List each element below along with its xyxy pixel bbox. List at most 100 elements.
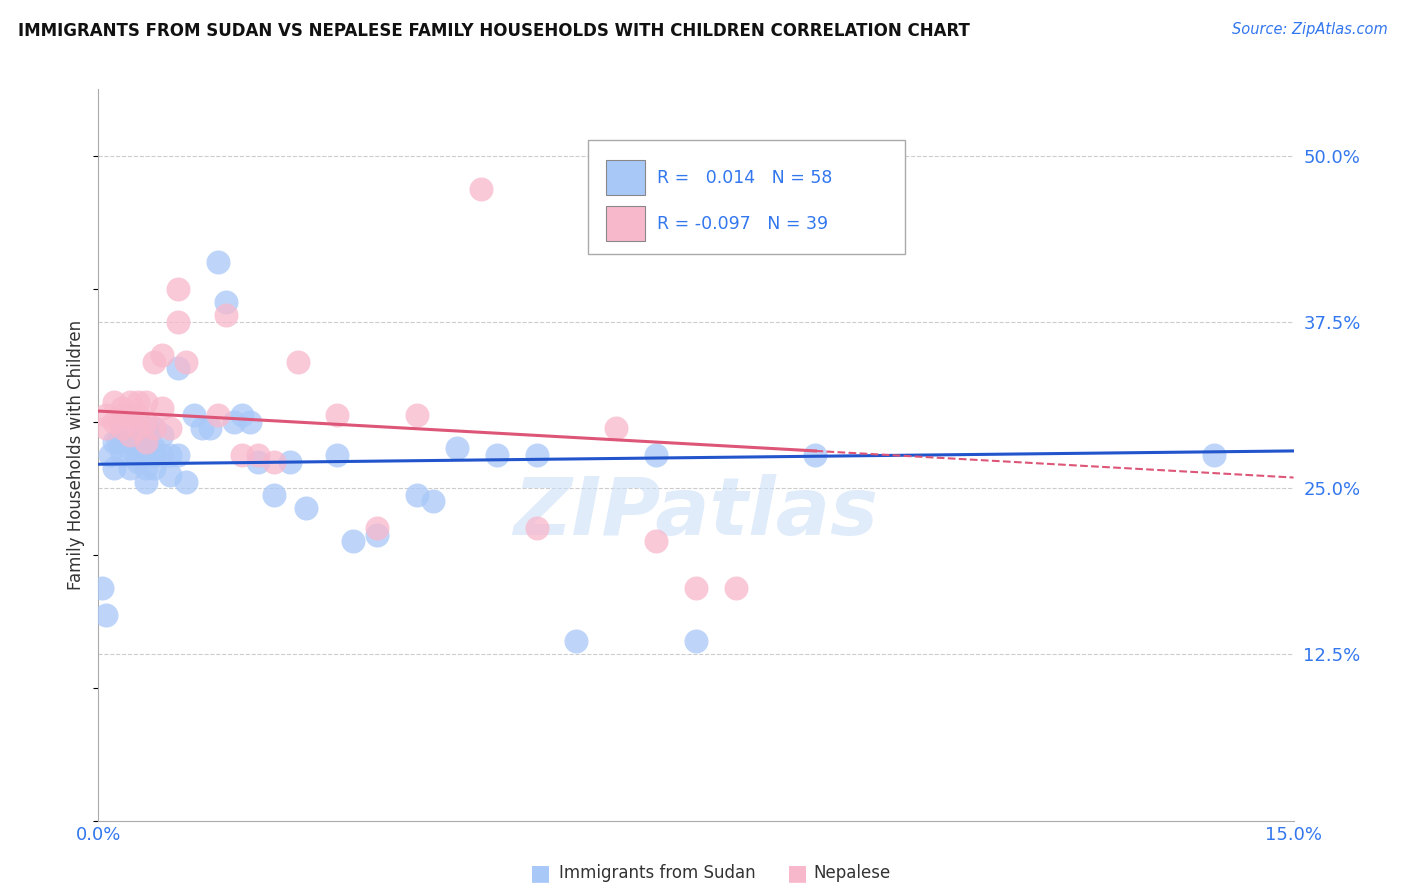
Point bbox=[183, 408, 205, 422]
Point bbox=[135, 415, 157, 429]
Point bbox=[446, 442, 468, 456]
Point bbox=[215, 308, 238, 322]
Point bbox=[159, 448, 181, 462]
Point bbox=[263, 488, 285, 502]
Point bbox=[150, 401, 173, 416]
Point bbox=[685, 581, 707, 595]
Point bbox=[91, 581, 114, 595]
Point bbox=[159, 421, 181, 435]
Point bbox=[159, 467, 181, 482]
Point bbox=[263, 454, 285, 468]
Point bbox=[120, 428, 142, 442]
Point bbox=[135, 448, 157, 462]
Point bbox=[191, 421, 214, 435]
Point bbox=[96, 408, 118, 422]
Point bbox=[143, 421, 166, 435]
Point bbox=[167, 448, 190, 462]
Point bbox=[685, 634, 707, 648]
Point bbox=[422, 494, 444, 508]
Point bbox=[406, 488, 429, 502]
Point bbox=[326, 448, 349, 462]
Point bbox=[111, 421, 134, 435]
Text: Source: ZipAtlas.com: Source: ZipAtlas.com bbox=[1232, 22, 1388, 37]
Point bbox=[342, 534, 364, 549]
Point bbox=[326, 408, 349, 422]
Point bbox=[207, 255, 229, 269]
Point bbox=[111, 408, 134, 422]
Point bbox=[231, 448, 253, 462]
Point bbox=[366, 521, 388, 535]
Text: ZIPatlas: ZIPatlas bbox=[513, 475, 879, 552]
Point bbox=[103, 394, 125, 409]
Point bbox=[804, 448, 827, 462]
Text: R = -0.097   N = 39: R = -0.097 N = 39 bbox=[657, 215, 828, 233]
Point bbox=[120, 408, 142, 422]
Point bbox=[96, 607, 118, 622]
Point bbox=[143, 442, 166, 456]
Point bbox=[287, 355, 309, 369]
Point bbox=[246, 454, 269, 468]
Point bbox=[645, 448, 668, 462]
Point bbox=[294, 501, 316, 516]
Point bbox=[239, 415, 262, 429]
Point bbox=[222, 415, 245, 429]
Point bbox=[120, 442, 142, 456]
Point bbox=[150, 428, 173, 442]
Point bbox=[1202, 448, 1225, 462]
Text: Immigrants from Sudan: Immigrants from Sudan bbox=[558, 864, 755, 882]
Point bbox=[724, 581, 747, 595]
Point bbox=[167, 361, 190, 376]
Point bbox=[143, 461, 166, 475]
Point bbox=[645, 534, 668, 549]
Point bbox=[135, 434, 157, 449]
Point bbox=[111, 448, 134, 462]
Point bbox=[167, 315, 190, 329]
Point bbox=[485, 448, 508, 462]
Point bbox=[103, 461, 125, 475]
Point bbox=[127, 454, 149, 468]
Point bbox=[103, 434, 125, 449]
Point bbox=[135, 394, 157, 409]
Point bbox=[103, 415, 125, 429]
Point bbox=[143, 448, 166, 462]
Text: ■: ■ bbox=[787, 863, 808, 883]
Point bbox=[127, 434, 149, 449]
Point bbox=[127, 421, 149, 435]
Point bbox=[565, 634, 588, 648]
Point bbox=[366, 527, 388, 541]
Point bbox=[150, 448, 173, 462]
Point bbox=[143, 355, 166, 369]
Point bbox=[143, 421, 166, 435]
Point bbox=[135, 442, 157, 456]
Point bbox=[120, 428, 142, 442]
Point bbox=[526, 521, 548, 535]
Point bbox=[135, 475, 157, 489]
Point bbox=[150, 348, 173, 362]
FancyBboxPatch shape bbox=[606, 161, 644, 195]
Point bbox=[111, 401, 134, 416]
Point bbox=[605, 421, 627, 435]
Point bbox=[167, 282, 190, 296]
Point bbox=[215, 295, 238, 310]
Point bbox=[526, 448, 548, 462]
Text: R =   0.014   N = 58: R = 0.014 N = 58 bbox=[657, 169, 832, 186]
Text: ■: ■ bbox=[530, 863, 551, 883]
FancyBboxPatch shape bbox=[606, 206, 644, 242]
Point bbox=[246, 448, 269, 462]
Point bbox=[198, 421, 221, 435]
Y-axis label: Family Households with Children: Family Households with Children bbox=[67, 320, 86, 590]
Point bbox=[127, 408, 149, 422]
Point bbox=[135, 434, 157, 449]
Point bbox=[127, 394, 149, 409]
Point bbox=[111, 434, 134, 449]
Point bbox=[135, 461, 157, 475]
Point bbox=[231, 408, 253, 422]
Point bbox=[174, 355, 197, 369]
Point bbox=[406, 408, 429, 422]
Point bbox=[107, 434, 129, 449]
Point bbox=[127, 421, 149, 435]
Point bbox=[111, 421, 134, 435]
Point bbox=[120, 461, 142, 475]
FancyBboxPatch shape bbox=[588, 140, 905, 253]
Point bbox=[470, 182, 492, 196]
